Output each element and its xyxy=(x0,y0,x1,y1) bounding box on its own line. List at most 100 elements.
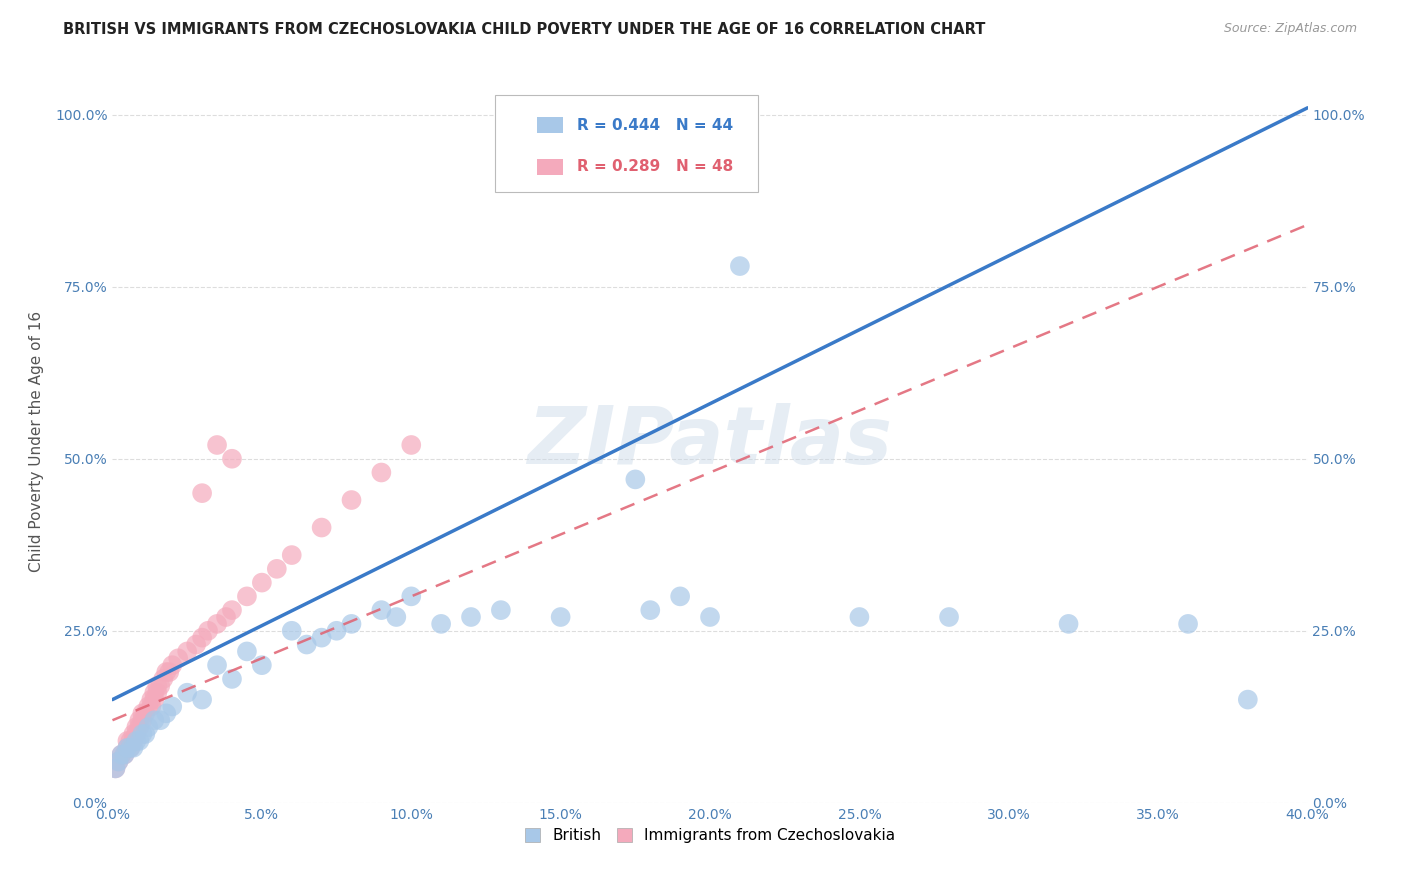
Point xyxy=(152,672,174,686)
Point xyxy=(221,672,243,686)
Point xyxy=(138,720,160,734)
Point xyxy=(155,706,177,721)
Point xyxy=(325,624,347,638)
Point xyxy=(295,638,318,652)
Point xyxy=(186,638,208,652)
Point xyxy=(141,692,163,706)
Point xyxy=(728,259,751,273)
Point xyxy=(110,747,132,762)
Point xyxy=(120,740,142,755)
FancyBboxPatch shape xyxy=(537,159,562,175)
Point xyxy=(157,665,180,679)
Point xyxy=(1177,616,1199,631)
Point xyxy=(221,451,243,466)
Point xyxy=(550,610,572,624)
Point xyxy=(125,720,148,734)
Point xyxy=(120,734,142,748)
Point xyxy=(401,438,423,452)
Point xyxy=(205,616,228,631)
Point xyxy=(128,713,150,727)
Point xyxy=(176,644,198,658)
Point xyxy=(117,740,139,755)
Point xyxy=(138,699,160,714)
Point xyxy=(128,720,150,734)
Point xyxy=(191,692,214,706)
Point xyxy=(131,706,153,721)
Y-axis label: Child Poverty Under the Age of 16: Child Poverty Under the Age of 16 xyxy=(30,311,44,572)
Point xyxy=(266,562,288,576)
Point xyxy=(134,727,156,741)
Point xyxy=(236,644,259,658)
Point xyxy=(281,548,304,562)
Text: ZIPatlas: ZIPatlas xyxy=(527,402,893,481)
Point xyxy=(143,713,166,727)
Point xyxy=(370,466,392,480)
Point xyxy=(167,651,190,665)
Point xyxy=(197,624,219,638)
Point xyxy=(205,658,228,673)
Point xyxy=(191,631,214,645)
Point xyxy=(401,590,423,604)
Point xyxy=(624,472,647,486)
Point xyxy=(699,610,721,624)
Point xyxy=(1057,616,1080,631)
Point xyxy=(340,493,363,508)
FancyBboxPatch shape xyxy=(495,95,758,193)
Point xyxy=(236,590,259,604)
Point xyxy=(149,679,172,693)
FancyBboxPatch shape xyxy=(537,117,562,133)
Point xyxy=(1237,692,1260,706)
Text: R = 0.444   N = 44: R = 0.444 N = 44 xyxy=(578,118,734,133)
Point xyxy=(250,575,273,590)
Point xyxy=(669,590,692,604)
Point xyxy=(122,734,145,748)
Point xyxy=(221,603,243,617)
Point xyxy=(120,740,142,755)
Point xyxy=(141,699,163,714)
Point xyxy=(155,665,177,679)
Point xyxy=(215,610,238,624)
Point xyxy=(131,713,153,727)
Point xyxy=(149,713,172,727)
Point xyxy=(104,761,127,775)
Point xyxy=(191,486,214,500)
Point xyxy=(640,603,662,617)
Point xyxy=(281,624,304,638)
Point xyxy=(460,610,482,624)
Point xyxy=(162,699,183,714)
Point xyxy=(250,658,273,673)
Text: R = 0.289   N = 48: R = 0.289 N = 48 xyxy=(578,160,734,174)
Point xyxy=(146,679,169,693)
Point xyxy=(430,616,453,631)
Point xyxy=(107,755,129,769)
Point xyxy=(146,686,169,700)
Text: BRITISH VS IMMIGRANTS FROM CZECHOSLOVAKIA CHILD POVERTY UNDER THE AGE OF 16 CORR: BRITISH VS IMMIGRANTS FROM CZECHOSLOVAKI… xyxy=(63,22,986,37)
Point xyxy=(848,610,870,624)
Point xyxy=(104,761,127,775)
Point xyxy=(311,631,333,645)
Point xyxy=(938,610,960,624)
Point xyxy=(122,727,145,741)
Point xyxy=(128,734,150,748)
Point xyxy=(114,747,135,762)
Point xyxy=(117,734,139,748)
Point xyxy=(122,740,145,755)
Point xyxy=(340,616,363,631)
Point xyxy=(143,692,166,706)
Point xyxy=(205,438,228,452)
Point xyxy=(143,686,166,700)
Point xyxy=(311,520,333,534)
Point xyxy=(114,747,135,762)
Text: Source: ZipAtlas.com: Source: ZipAtlas.com xyxy=(1223,22,1357,36)
Point xyxy=(125,734,148,748)
Point xyxy=(134,706,156,721)
Point xyxy=(107,755,129,769)
Point xyxy=(110,747,132,762)
Point xyxy=(385,610,408,624)
Point xyxy=(370,603,392,617)
Point xyxy=(162,658,183,673)
Point xyxy=(125,727,148,741)
Point xyxy=(117,740,139,755)
Point xyxy=(131,727,153,741)
Point xyxy=(176,686,198,700)
